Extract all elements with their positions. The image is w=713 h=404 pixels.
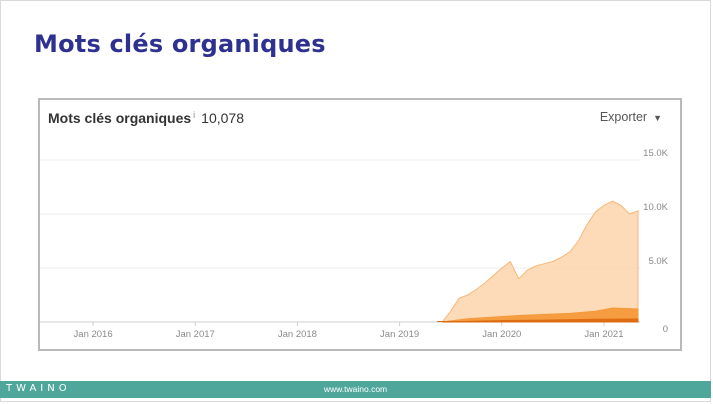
widget-header: Mots clés organiques i 10,078: [48, 110, 244, 130]
x-tick-label: Jan 2017: [176, 329, 215, 340]
footer-url[interactable]: www.twaino.com: [323, 384, 388, 394]
chart-areas: [437, 200, 639, 323]
info-icon[interactable]: i: [193, 110, 196, 120]
keywords-chart: 15.0K 10.0K 5.0K 0 Jan 2016 Jan 2017 Jan 2018 J…: [40, 148, 669, 340]
y-tick-label: 0: [663, 324, 668, 335]
series-area-total: [441, 200, 639, 323]
x-tick-label: Jan 2019: [380, 329, 419, 340]
chart-ticks: 15.0K 10.0K 5.0K 0 Jan 2016 Jan 2017 Jan 2018 J…: [74, 148, 669, 340]
widget-title: Mots clés organiques: [48, 110, 192, 126]
export-label: Exporter: [599, 110, 648, 124]
series-area-mid: [442, 307, 639, 323]
slide-title: Mots clés organiques: [34, 30, 326, 58]
y-tick-label: 10.0K: [643, 202, 668, 213]
y-tick-label: 5.0K: [648, 256, 668, 267]
x-tick-label: Jan 2018: [278, 329, 317, 340]
x-tick-label: Jan 2016: [74, 329, 113, 340]
y-tick-label: 15.0K: [643, 148, 668, 159]
chevron-down-icon: ▼: [653, 113, 662, 123]
footer-brand-logo: TWAINO: [6, 383, 71, 394]
x-tick-label: Jan 2020: [482, 329, 521, 340]
keyword-count: 10,078: [201, 110, 244, 126]
export-button[interactable]: Exporter ▼: [600, 110, 662, 124]
x-tick-label: Jan 2021: [584, 329, 623, 340]
footer-bar: TWAINO www.twaino.com: [0, 381, 711, 398]
organic-keywords-widget: Mots clés organiques i 10,078 Exporter ▼ 15…: [38, 98, 682, 351]
